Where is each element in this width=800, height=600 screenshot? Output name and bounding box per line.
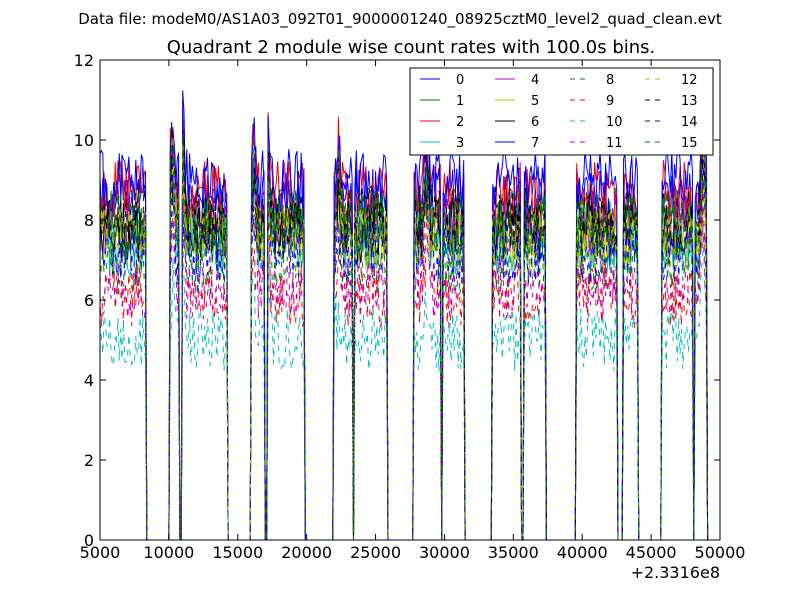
- y-tick-label: 8: [84, 211, 94, 230]
- legend-item-11: 11: [570, 136, 623, 151]
- legend-item-5: 5: [495, 94, 539, 109]
- y-tick-label: 2: [84, 451, 94, 470]
- x-tick-label: 35000: [488, 543, 539, 562]
- legend-item-4: 4: [495, 73, 539, 88]
- x-tick-label: 30000: [419, 543, 470, 562]
- legend-label: 11: [606, 136, 623, 151]
- y-tick-label: 0: [84, 531, 94, 550]
- legend-item-3: 3: [420, 136, 464, 151]
- x-tick-label: 50000: [695, 543, 746, 562]
- series-lines: [100, 83, 720, 540]
- series-line-8: [100, 182, 720, 540]
- legend-item-2: 2: [420, 115, 464, 130]
- legend-item-13: 13: [645, 94, 698, 109]
- x-tick-label: 10000: [143, 543, 194, 562]
- legend-item-14: 14: [645, 115, 698, 130]
- x-tick-label: 40000: [557, 543, 608, 562]
- x-tick-label: 15000: [212, 543, 263, 562]
- series-line-12: [100, 138, 720, 540]
- legend-label: 3: [456, 136, 464, 151]
- legend-item-15: 15: [645, 136, 698, 151]
- plot-area: [100, 83, 720, 540]
- x-tick-label: 25000: [350, 543, 401, 562]
- legend-label: 7: [531, 136, 539, 151]
- legend-item-0: 0: [420, 73, 464, 88]
- legend-label: 0: [456, 73, 464, 88]
- legend-label: 12: [681, 73, 698, 88]
- legend-label: 10: [606, 115, 623, 130]
- legend-item-9: 9: [570, 94, 614, 109]
- y-tick-label: 4: [84, 371, 94, 390]
- x-tick-label: 5000: [80, 543, 121, 562]
- x-tick-label: 20000: [281, 543, 332, 562]
- legend-item-8: 8: [570, 73, 614, 88]
- y-tick-labels: 0 2 4 6 8 10 12: [74, 51, 94, 550]
- x-axis-offset-label: +2.3316e8: [631, 563, 720, 582]
- tick-marks: [99, 59, 721, 541]
- legend-label: 6: [531, 115, 539, 130]
- legend-label: 5: [531, 94, 539, 109]
- legend-label: 8: [606, 73, 614, 88]
- x-tick-labels: 5000 10000 15000 20000 25000 30000 35000 40000 4…: [80, 543, 746, 562]
- legend-item-10: 10: [570, 115, 623, 130]
- legend-label: 4: [531, 73, 539, 88]
- legend-label: 9: [606, 94, 614, 109]
- x-tick-label: 45000: [626, 543, 677, 562]
- legend-item-12: 12: [645, 73, 698, 88]
- y-tick-label: 12: [74, 51, 94, 70]
- legend-label: 13: [681, 94, 698, 109]
- series-line-7: [100, 87, 720, 540]
- legend-label: 14: [681, 115, 698, 130]
- y-tick-label: 6: [84, 291, 94, 310]
- legend-label: 2: [456, 115, 464, 130]
- legend-item-6: 6: [495, 115, 539, 130]
- legend-label: 15: [681, 136, 698, 151]
- legend-item-7: 7: [495, 136, 539, 151]
- series-line-0: [100, 97, 720, 540]
- legend-label: 1: [456, 94, 464, 109]
- legend-box: [409, 67, 714, 156]
- series-line-14: [100, 146, 720, 540]
- legend-item-1: 1: [420, 94, 464, 109]
- series-line-15: [100, 135, 720, 540]
- suptitle: Data file: modeM0/AS1A03_092T01_90000012…: [78, 10, 722, 29]
- chart-title: Quadrant 2 module wise count rates with …: [167, 37, 656, 58]
- y-tick-label: 10: [74, 131, 94, 150]
